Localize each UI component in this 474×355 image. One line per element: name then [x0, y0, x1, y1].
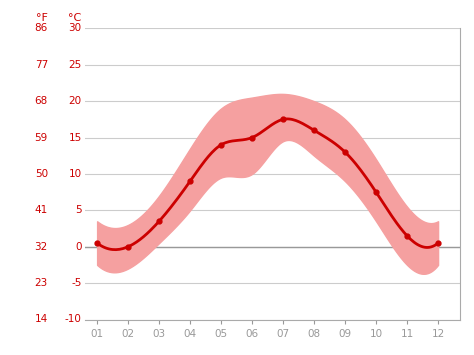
Text: 86: 86: [35, 23, 48, 33]
Text: °C: °C: [68, 12, 82, 23]
Text: 0: 0: [75, 242, 82, 252]
Text: 5: 5: [75, 205, 82, 215]
Text: 59: 59: [35, 132, 48, 143]
Text: 32: 32: [35, 242, 48, 252]
Text: °F: °F: [36, 12, 48, 23]
Text: 25: 25: [68, 60, 82, 70]
Text: 20: 20: [68, 96, 82, 106]
Text: 23: 23: [35, 278, 48, 288]
Text: 77: 77: [35, 60, 48, 70]
Text: -10: -10: [64, 315, 82, 324]
Text: 68: 68: [35, 96, 48, 106]
Text: -5: -5: [71, 278, 82, 288]
Text: 30: 30: [68, 23, 82, 33]
Text: 14: 14: [35, 315, 48, 324]
Text: 10: 10: [68, 169, 82, 179]
Text: 15: 15: [68, 132, 82, 143]
Text: 41: 41: [35, 205, 48, 215]
Text: 50: 50: [35, 169, 48, 179]
